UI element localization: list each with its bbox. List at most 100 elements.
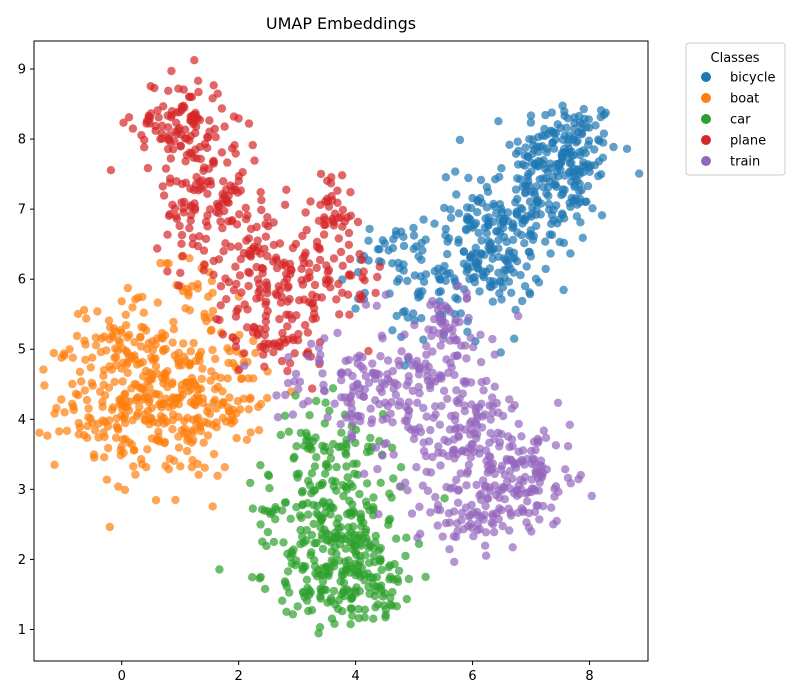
point-plane — [163, 230, 172, 239]
point-plane — [277, 356, 287, 366]
point-bicycle — [388, 326, 397, 335]
point-bicycle — [484, 213, 493, 222]
point-plane — [301, 208, 310, 217]
point-train — [281, 390, 290, 400]
point-train — [550, 492, 559, 501]
point-plane — [216, 217, 225, 226]
point-train — [461, 341, 470, 350]
legend: Classes bicycle boat car plane train — [685, 42, 786, 176]
point-train — [272, 391, 281, 400]
point-bicycle — [509, 219, 518, 228]
point-train — [453, 398, 463, 408]
point-boat — [84, 404, 93, 413]
point-bicycle — [394, 274, 404, 284]
point-car — [278, 596, 287, 605]
point-boat — [99, 371, 108, 380]
point-car — [381, 605, 391, 614]
point-bicycle — [504, 249, 514, 258]
point-plane — [167, 66, 176, 76]
point-bicycle — [440, 203, 449, 213]
point-bicycle — [462, 267, 471, 276]
point-bicycle — [476, 175, 486, 185]
point-plane — [219, 247, 228, 256]
point-bicycle — [468, 249, 478, 259]
point-plane — [154, 113, 163, 122]
point-car — [296, 539, 305, 549]
point-plane — [256, 342, 265, 352]
point-bicycle — [540, 131, 550, 141]
point-bicycle — [480, 223, 490, 232]
point-car — [369, 551, 378, 560]
point-bicycle — [454, 238, 463, 247]
scatter-points — [35, 56, 644, 638]
point-bicycle — [497, 207, 506, 217]
point-plane — [272, 291, 282, 300]
point-bicycle — [536, 199, 546, 208]
point-car — [332, 462, 341, 472]
point-car — [337, 571, 347, 580]
point-car — [346, 620, 355, 629]
legend-title: Classes — [711, 51, 760, 66]
point-bicycle — [507, 288, 516, 297]
point-bicycle — [482, 182, 492, 192]
point-bicycle — [578, 168, 588, 177]
point-train — [426, 383, 435, 393]
point-plane — [304, 259, 314, 268]
point-boat — [123, 368, 132, 377]
point-car — [304, 510, 313, 519]
point-car — [389, 474, 398, 483]
point-train — [466, 430, 475, 439]
point-bicycle — [421, 235, 430, 244]
point-plane — [263, 289, 272, 298]
point-boat — [168, 416, 177, 425]
point-train — [479, 515, 488, 524]
point-boat — [129, 462, 138, 471]
point-boat — [185, 306, 195, 315]
point-train — [494, 486, 503, 495]
point-train — [482, 456, 491, 465]
point-boat — [249, 336, 258, 346]
point-train — [455, 317, 464, 327]
point-boat — [208, 420, 217, 429]
point-car — [329, 503, 338, 513]
point-boat — [223, 374, 232, 383]
point-plane — [177, 198, 186, 207]
point-plane — [237, 288, 246, 297]
point-boat — [50, 409, 59, 418]
point-train — [450, 557, 459, 567]
y-tick-label: 9 — [18, 63, 26, 78]
point-train — [356, 412, 365, 421]
point-plane — [244, 281, 253, 291]
point-plane — [303, 328, 312, 337]
legend-marker-car — [701, 114, 711, 124]
point-bicycle — [591, 121, 600, 130]
point-train — [497, 429, 506, 439]
point-bicycle — [454, 209, 464, 218]
point-boat — [86, 363, 96, 372]
point-bicycle — [488, 297, 497, 306]
point-plane — [194, 87, 203, 97]
point-car — [359, 518, 368, 527]
point-train — [419, 403, 428, 413]
point-boat — [182, 446, 192, 456]
point-boat — [131, 295, 140, 304]
point-train — [462, 354, 471, 363]
point-bicycle — [559, 285, 568, 295]
point-plane — [209, 81, 218, 90]
point-plane — [186, 92, 195, 102]
point-boat — [212, 404, 221, 413]
point-boat — [120, 390, 129, 399]
point-train — [551, 441, 561, 450]
point-plane — [186, 131, 196, 141]
point-car — [334, 595, 344, 605]
point-boat — [138, 385, 147, 394]
point-train — [480, 541, 490, 550]
point-plane — [306, 197, 315, 206]
point-car — [346, 604, 355, 613]
point-car — [282, 607, 291, 616]
point-train — [441, 318, 450, 328]
point-train — [378, 451, 387, 460]
point-bicycle — [594, 171, 603, 181]
point-plane — [230, 182, 239, 191]
point-plane — [332, 295, 341, 304]
